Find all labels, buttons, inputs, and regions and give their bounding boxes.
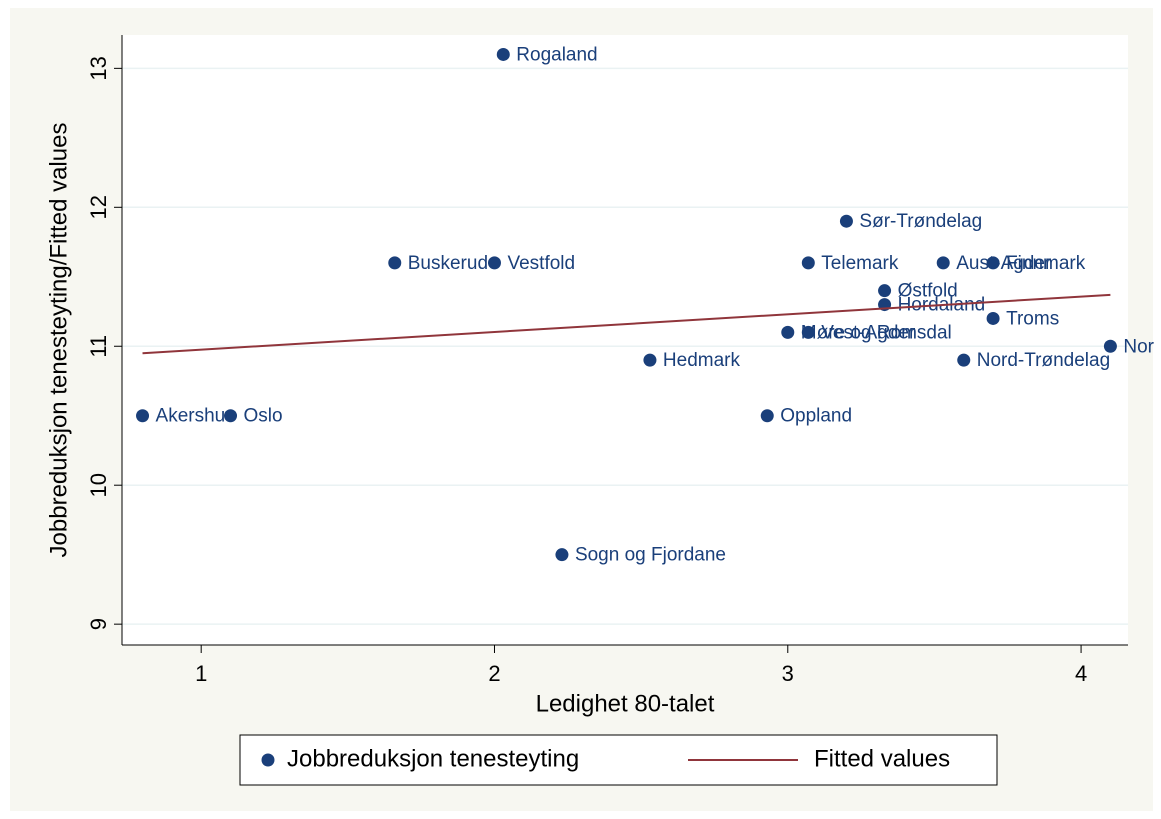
point xyxy=(839,214,853,228)
point xyxy=(760,409,774,423)
point-label: Oppland xyxy=(780,406,852,427)
point-label: Finnmark xyxy=(1006,253,1086,274)
point-label: Nor xyxy=(1123,336,1154,357)
y-tick-label: 11 xyxy=(86,335,111,358)
y-tick-label: 10 xyxy=(86,473,111,497)
point xyxy=(878,284,892,298)
point xyxy=(801,325,815,339)
point xyxy=(136,409,150,423)
point xyxy=(643,353,657,367)
point xyxy=(1103,339,1117,353)
point xyxy=(555,548,569,562)
point-label: Vest-Agder xyxy=(821,322,916,343)
point-label: Buskerud xyxy=(408,253,488,274)
legend-label: Jobbreduksjon tenesteyting xyxy=(287,745,579,772)
point-label: Aust-Agder xyxy=(956,253,1052,274)
point-label: Nord-Trøndelag xyxy=(977,350,1110,371)
point xyxy=(986,311,1000,325)
point xyxy=(388,256,402,270)
point-label: Vestfold xyxy=(507,253,575,274)
x-tick-label: 2 xyxy=(488,661,500,686)
fitted-line xyxy=(142,293,1111,355)
point-label: Hedmark xyxy=(663,350,741,371)
point xyxy=(224,409,238,423)
point-label: Troms xyxy=(1006,308,1059,329)
plot-area xyxy=(122,35,1128,645)
x-axis-title: Ledighet 80-talet xyxy=(536,690,715,717)
point-label: Østfold xyxy=(898,281,958,302)
legend xyxy=(239,734,998,786)
point-label: Møre og Romsdal xyxy=(801,322,952,343)
point xyxy=(487,256,501,270)
point xyxy=(986,256,1000,270)
point-label: Sogn og Fjordane xyxy=(575,545,726,566)
point-label: Rogaland xyxy=(516,44,597,65)
point xyxy=(957,353,971,367)
point-label: Oslo xyxy=(244,406,283,427)
y-tick-label: 13 xyxy=(86,56,111,80)
point-label: Telemark xyxy=(821,253,899,274)
point xyxy=(936,256,950,270)
point xyxy=(781,325,795,339)
point-label: Akershus xyxy=(156,406,235,427)
x-tick-label: 3 xyxy=(782,661,794,686)
point xyxy=(496,47,510,61)
legend-marker xyxy=(261,753,275,767)
x-tick-label: 1 xyxy=(195,661,207,686)
point xyxy=(801,256,815,270)
y-tick-label: 12 xyxy=(86,195,111,219)
legend-label: Fitted values xyxy=(814,745,950,772)
y-tick-label: 9 xyxy=(86,618,111,630)
x-tick-label: 4 xyxy=(1075,661,1087,686)
point-label: Sør-Trøndelag xyxy=(859,211,982,232)
y-axis-title: Jobbreduksjon tenesteyting/Fitted values xyxy=(45,123,72,558)
